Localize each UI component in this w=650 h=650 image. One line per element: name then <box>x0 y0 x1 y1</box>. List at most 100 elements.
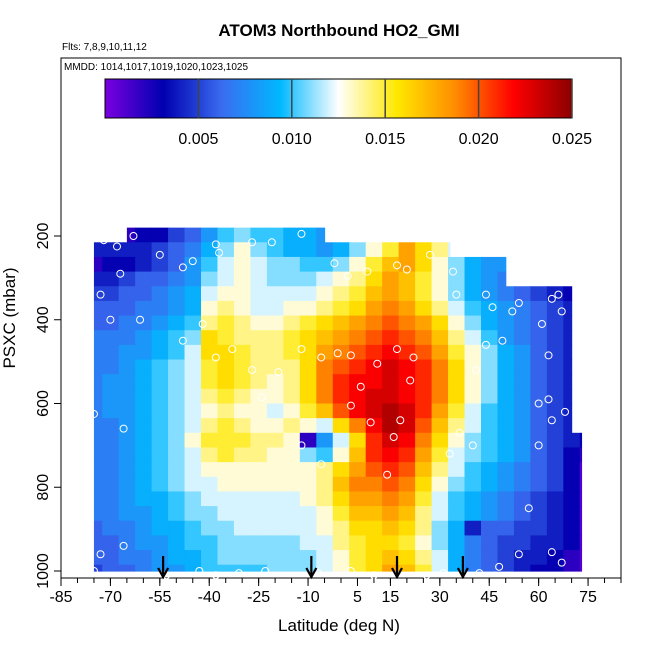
heatmap-cell <box>464 344 482 361</box>
observation-point <box>393 345 401 354</box>
heatmap-cell <box>398 344 416 361</box>
observation-point <box>422 571 431 580</box>
heatmap-cell <box>250 432 268 449</box>
heatmap-cell <box>151 476 169 493</box>
heatmap-cell <box>448 388 466 405</box>
observation-point <box>113 242 121 251</box>
heatmap-cell <box>579 432 583 449</box>
heatmap-cell <box>283 242 301 258</box>
heatmap-cell <box>135 242 153 258</box>
heatmap-cell <box>250 520 268 537</box>
observation-point <box>574 424 583 433</box>
heatmap-cell <box>151 388 169 405</box>
heatmap-cell <box>431 535 449 551</box>
heatmap-cell <box>151 359 169 375</box>
heatmap-cell <box>530 432 548 449</box>
heatmap-cell <box>168 374 186 390</box>
heatmap-cell <box>151 550 169 566</box>
heatmap-cell <box>398 564 416 572</box>
heatmap-cell <box>151 506 169 522</box>
heatmap-cell <box>464 403 482 419</box>
heatmap-cell <box>546 374 564 390</box>
heatmap-cell <box>513 491 532 507</box>
heatmap-cell <box>431 300 449 317</box>
heatmap-cell <box>217 359 235 375</box>
heatmap-cell <box>382 506 400 522</box>
heatmap-cell <box>118 462 136 478</box>
heatmap-cell <box>431 462 449 478</box>
heatmap-cell <box>464 462 482 478</box>
heatmap-cell <box>266 344 284 361</box>
heatmap-cell <box>135 506 153 522</box>
heatmap-cell <box>250 535 268 551</box>
observation-point <box>297 345 306 354</box>
observation-point <box>346 401 355 410</box>
heatmap-cell <box>102 550 120 566</box>
heatmap-cell <box>563 359 573 375</box>
heatmap-cell <box>233 256 252 273</box>
heatmap-cell <box>217 271 235 287</box>
heatmap-cell <box>151 227 169 243</box>
heatmap-cell <box>464 476 482 493</box>
heatmap-cell <box>93 374 103 390</box>
heatmap-cell <box>530 418 548 434</box>
heatmap-cell <box>201 535 219 551</box>
observation-point <box>363 267 372 276</box>
heatmap-cell <box>382 476 400 493</box>
heatmap-cell <box>382 447 400 463</box>
heatmap-cell <box>530 491 548 507</box>
heatmap-cell <box>398 506 416 522</box>
observation-point <box>524 504 533 513</box>
observation-point <box>547 548 556 557</box>
heatmap-cell <box>102 506 120 522</box>
heatmap-cell <box>233 550 252 566</box>
heatmap-cell <box>233 227 252 243</box>
heatmap-cell <box>398 300 416 317</box>
heatmap-cell <box>349 388 367 405</box>
heatmap-cell <box>382 315 400 331</box>
heatmap-cell <box>448 286 466 302</box>
observation-point <box>136 315 145 324</box>
heatmap-cell <box>250 491 268 507</box>
heatmap-cell <box>184 520 202 537</box>
observation-point <box>561 407 569 416</box>
heatmap-cell <box>382 432 400 449</box>
heatmap-cell <box>513 447 532 463</box>
heatmap-cell <box>464 388 482 405</box>
heatmap-cell <box>184 491 202 507</box>
heatmap-cell <box>415 432 433 449</box>
heatmap-cell <box>217 418 235 434</box>
heatmap-cell <box>415 286 433 302</box>
heatmap-cell <box>513 388 532 405</box>
heatmap-cell <box>398 535 416 551</box>
heatmap-cell <box>349 374 367 390</box>
heatmap-cell <box>266 550 284 566</box>
heatmap-cell <box>513 535 532 551</box>
heatmap-cell <box>135 535 153 551</box>
heatmap-cell <box>217 330 235 346</box>
heatmap-cell <box>332 403 350 419</box>
heatmap-cell <box>151 403 169 419</box>
heatmap-cell <box>431 315 449 331</box>
heatmap-cell <box>316 535 334 551</box>
heatmap-cell <box>431 374 449 390</box>
observation-point <box>356 382 365 391</box>
heatmap-cell <box>382 300 400 317</box>
heatmap-cell <box>217 256 235 273</box>
heatmap-cell <box>398 462 416 478</box>
heatmap-cell <box>481 256 499 273</box>
heatmap-cell <box>135 359 153 375</box>
heatmap-cell <box>464 286 482 302</box>
heatmap-cell <box>415 344 433 361</box>
heatmap-cell <box>266 403 284 419</box>
heatmap-cell <box>151 315 169 331</box>
heatmap-cell <box>563 447 581 463</box>
heatmap-cell <box>349 491 367 507</box>
heatmap-cell <box>332 476 350 493</box>
heatmap-cell <box>497 300 515 317</box>
heatmap-cell <box>481 462 499 478</box>
heatmap-cell <box>151 535 169 551</box>
heatmap-cell <box>168 418 186 434</box>
heatmap-cell <box>102 491 120 507</box>
heatmap-cell <box>398 432 416 449</box>
